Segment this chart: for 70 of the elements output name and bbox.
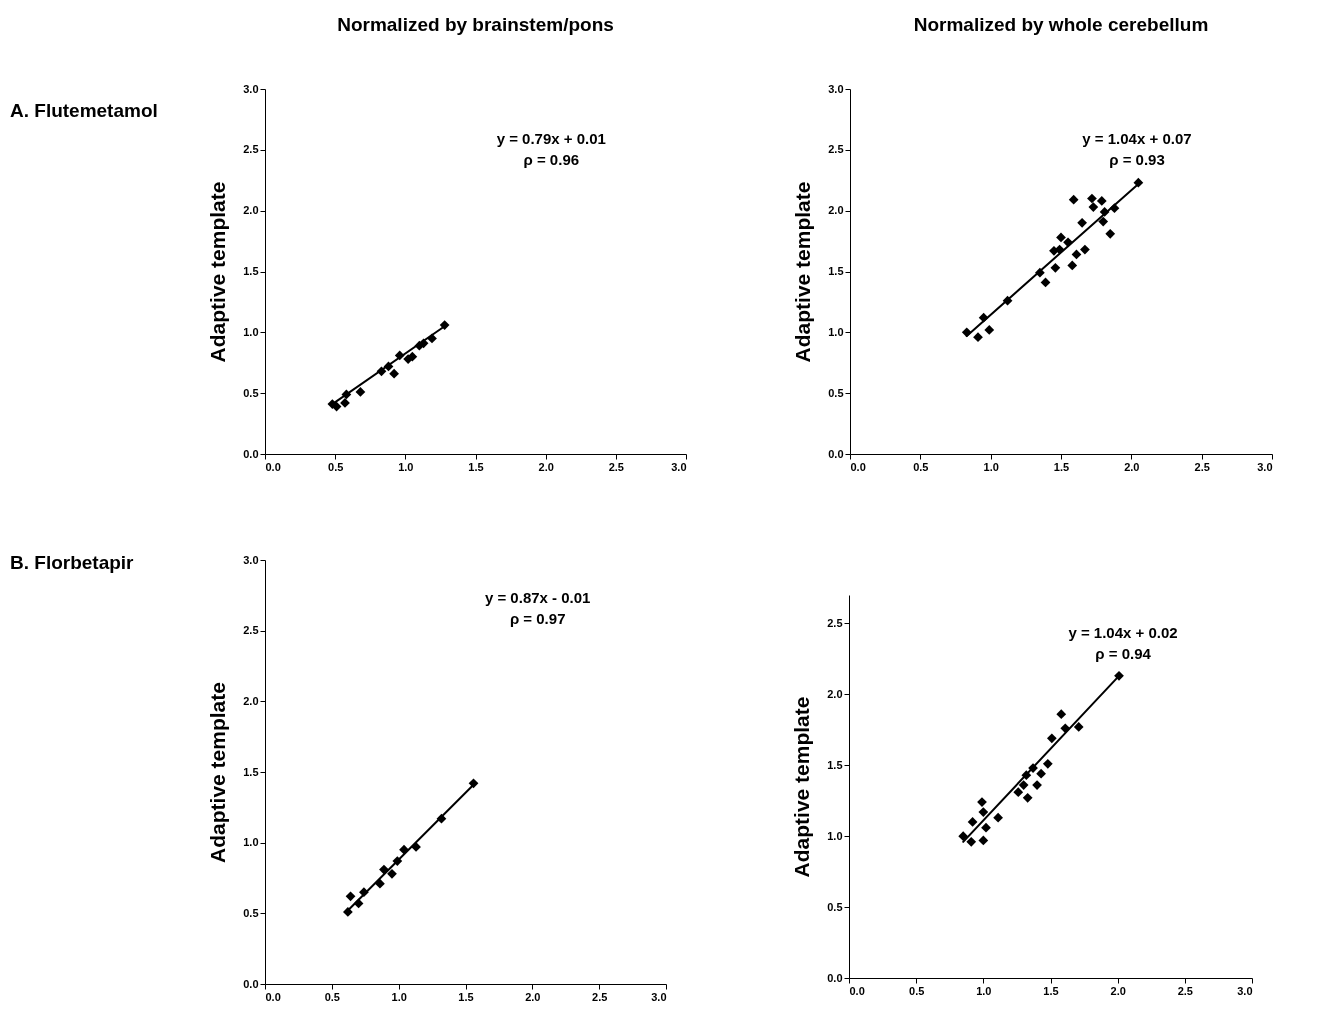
y-axis-title: Adaptive template: [790, 696, 814, 878]
x-tick-label: 0.0: [265, 460, 281, 473]
y-tick-label: 2.5: [827, 616, 843, 629]
x-tick-label: 1.0: [398, 460, 414, 473]
y-tick-label: 1.0: [828, 325, 844, 338]
x-tick-label: 2.5: [592, 990, 608, 1003]
y-tick-label: 2.5: [243, 624, 259, 637]
y-tick-label: 0.5: [243, 906, 259, 919]
x-tick-label: 2.5: [1194, 460, 1210, 473]
x-tick-label: 2.5: [608, 460, 624, 473]
x-tick-label: 1.5: [1053, 460, 1070, 473]
y-tick-label: 0.5: [828, 386, 844, 399]
y-tick-label: 3.0: [243, 82, 259, 95]
x-tick-label: 1.0: [976, 984, 992, 997]
y-tick-label: 2.0: [827, 687, 843, 700]
y-tick-label: 0.0: [243, 447, 259, 460]
x-tick-label: 0.0: [850, 460, 866, 473]
y-tick-label: 0.5: [243, 386, 259, 399]
x-tick-label: 1.0: [983, 460, 999, 473]
x-tick-label: 3.0: [671, 460, 687, 473]
annotation: ρ = 0.96: [523, 151, 580, 168]
y-tick-label: 3.0: [828, 82, 844, 95]
annotation: ρ = 0.93: [1109, 151, 1165, 168]
annotation: y = 0.87x - 0.01: [484, 589, 591, 606]
x-tick-label: 3.0: [1257, 460, 1273, 473]
x-tick-label: 1.5: [458, 990, 474, 1003]
chart-title: Normalized by brainstem/pons: [337, 14, 614, 35]
y-tick-label: 1.0: [827, 829, 843, 842]
y-tick-label: 0.0: [828, 447, 844, 460]
x-tick-label: 0.0: [849, 984, 865, 997]
chart-title: Normalized by whole cerebellum: [913, 14, 1209, 35]
y-axis-title: Adaptive template: [206, 682, 230, 863]
x-tick-label: 0.5: [328, 460, 344, 473]
annotation: y = 1.04x + 0.07: [1082, 130, 1192, 147]
text: B. Florbetapir: [10, 552, 134, 574]
annotation: ρ = 0.97: [509, 610, 566, 627]
y-tick-label: 1.0: [243, 325, 259, 338]
annotation: ρ = 0.94: [1095, 645, 1152, 662]
x-tick-label: 0.5: [913, 460, 929, 473]
x-tick-label: 0.5: [909, 984, 925, 997]
annotation: y = 0.79x + 0.01: [496, 130, 606, 147]
y-tick-label: 2.0: [243, 204, 259, 217]
y-tick-label: 1.5: [243, 765, 259, 778]
x-tick-label: 1.5: [1043, 984, 1059, 997]
y-tick-label: 0.5: [827, 900, 843, 913]
y-tick-label: 1.0: [243, 836, 259, 849]
y-tick-label: 1.5: [828, 265, 844, 277]
text: A. Flutemetamol: [10, 100, 158, 122]
y-tick-label: 1.5: [243, 265, 259, 277]
y-tick-label: 3.0: [243, 553, 259, 566]
y-tick-label: 0.0: [827, 971, 843, 984]
x-tick-label: 1.5: [468, 460, 484, 473]
y-tick-label: 1.5: [827, 758, 843, 771]
y-tick-label: 2.5: [828, 143, 844, 156]
y-axis-title: Adaptive template: [206, 181, 230, 363]
y-tick-label: 2.0: [243, 694, 259, 707]
x-tick-label: 2.0: [525, 990, 541, 1003]
x-tick-label: 0.5: [324, 990, 340, 1003]
x-tick-label: 2.0: [538, 460, 554, 473]
x-tick-label: 0.0: [265, 990, 281, 1003]
y-tick-label: 2.5: [243, 143, 259, 156]
x-tick-label: 3.0: [651, 990, 667, 1003]
y-axis-title: Adaptive template: [791, 181, 815, 363]
x-tick-label: 2.0: [1124, 460, 1140, 473]
annotation: y = 1.04x + 0.02: [1068, 624, 1178, 641]
x-tick-label: 2.0: [1110, 984, 1126, 997]
x-tick-label: 2.5: [1177, 984, 1193, 997]
y-tick-label: 2.0: [828, 204, 844, 217]
x-tick-label: 3.0: [1237, 984, 1253, 997]
x-tick-label: 1.0: [391, 990, 407, 1003]
